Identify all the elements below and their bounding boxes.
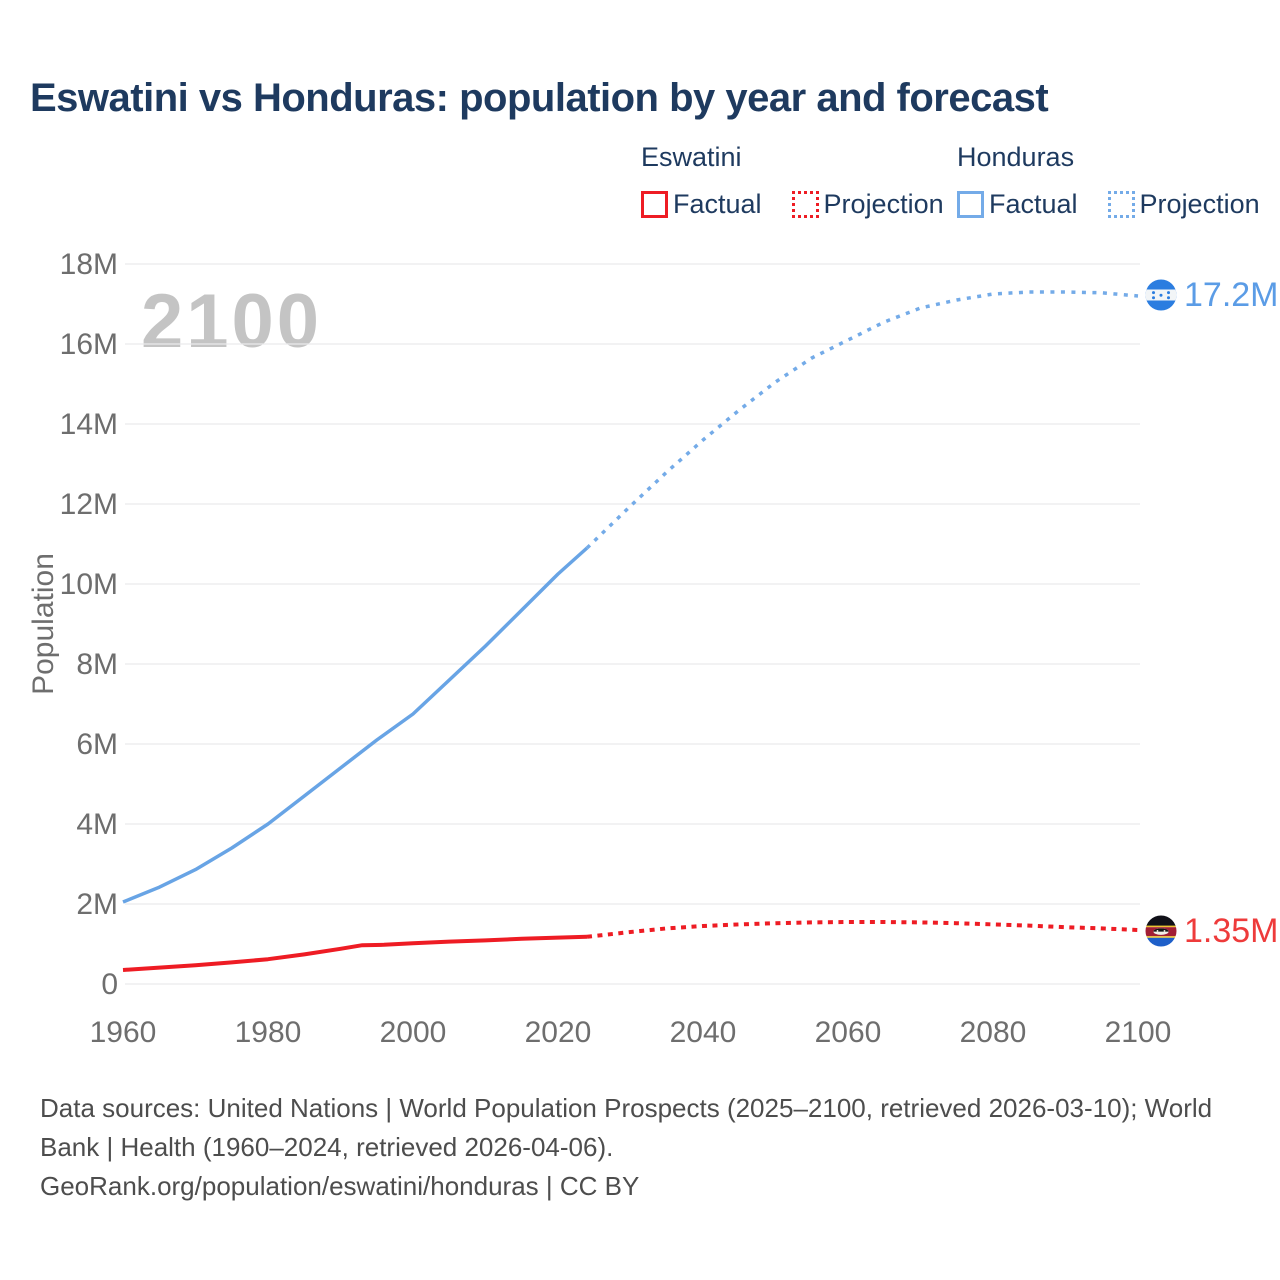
series-eswatini-factual: [122, 934, 588, 972]
y-axis-tick: 4M: [76, 808, 118, 841]
legend-header-honduras: Honduras: [957, 142, 1075, 172]
y-axis-tick: 6M: [76, 728, 118, 761]
star: [1167, 296, 1170, 300]
legend-label: Projection: [823, 189, 944, 219]
y-axis-tick: 10M: [60, 568, 118, 601]
x-axis-tick: 2080: [960, 1016, 1027, 1049]
y-axis-tick: 12M: [60, 488, 118, 521]
series-honduras-factual: [122, 546, 589, 904]
x-axis-tick: 2000: [380, 1016, 447, 1049]
legend-label: Projection: [1139, 189, 1260, 219]
y-axis-tick: 18M: [60, 248, 118, 281]
legend-group-eswatini: Eswatini Factual Projection: [641, 142, 944, 220]
eswatini-end-value: 1.35M: [1184, 912, 1279, 950]
honduras-factual-swatch-icon: [957, 191, 984, 218]
legend-label: Factual: [673, 189, 762, 219]
star: [1152, 296, 1155, 300]
series-eswatini-projection: [586, 920, 1139, 939]
honduras-end-value: 17.2M: [1184, 276, 1279, 314]
y-axis-tick: 8M: [76, 648, 118, 681]
attribution-link: GeoRank.org/population/eswatini/honduras…: [40, 1171, 640, 1201]
legend-item-honduras-factual[interactable]: Factual: [957, 189, 1078, 220]
x-axis-tick: 2060: [815, 1016, 882, 1049]
honduras-flag-icon: [1145, 279, 1177, 311]
x-axis-tick: 1960: [90, 1016, 157, 1049]
watermark-year: 2100: [141, 279, 323, 364]
x-axis-tick: 1980: [235, 1016, 302, 1049]
data-sources-text: Data sources: United Nations | World Pop…: [40, 1093, 1213, 1162]
star: [1159, 293, 1163, 297]
eswatini-flag-icon: [1145, 915, 1177, 947]
star: [1167, 291, 1170, 295]
footer: Data sources: United Nations | World Pop…: [40, 1089, 1232, 1206]
legend-header-eswatini: Eswatini: [641, 142, 742, 172]
honduras-projection-swatch-icon: [1107, 191, 1135, 218]
legend-label: Factual: [989, 189, 1078, 219]
star: [1152, 291, 1155, 295]
y-axis-tick: 2M: [76, 888, 118, 921]
legend-item-eswatini-factual[interactable]: Factual: [641, 189, 762, 220]
legend-item-honduras-projection[interactable]: Projection: [1107, 189, 1260, 220]
x-axis-tick: 2040: [670, 1016, 737, 1049]
eswatini-factual-swatch-icon: [641, 191, 668, 218]
x-axis-tick: 2100: [1105, 1016, 1172, 1049]
chart-title: Eswatini vs Honduras: population by year…: [30, 76, 1049, 120]
y-axis-tick: 0: [101, 968, 118, 1001]
legend-item-eswatini-projection[interactable]: Projection: [791, 189, 944, 220]
y-axis-tick: 16M: [60, 328, 118, 361]
y-axis-tick: 14M: [60, 408, 118, 441]
series-honduras-projection: [585, 290, 1139, 550]
legend-group-honduras: Honduras Factual Projection: [957, 142, 1260, 220]
eswatini-projection-swatch-icon: [791, 191, 819, 218]
x-axis-tick: 2020: [525, 1016, 592, 1049]
